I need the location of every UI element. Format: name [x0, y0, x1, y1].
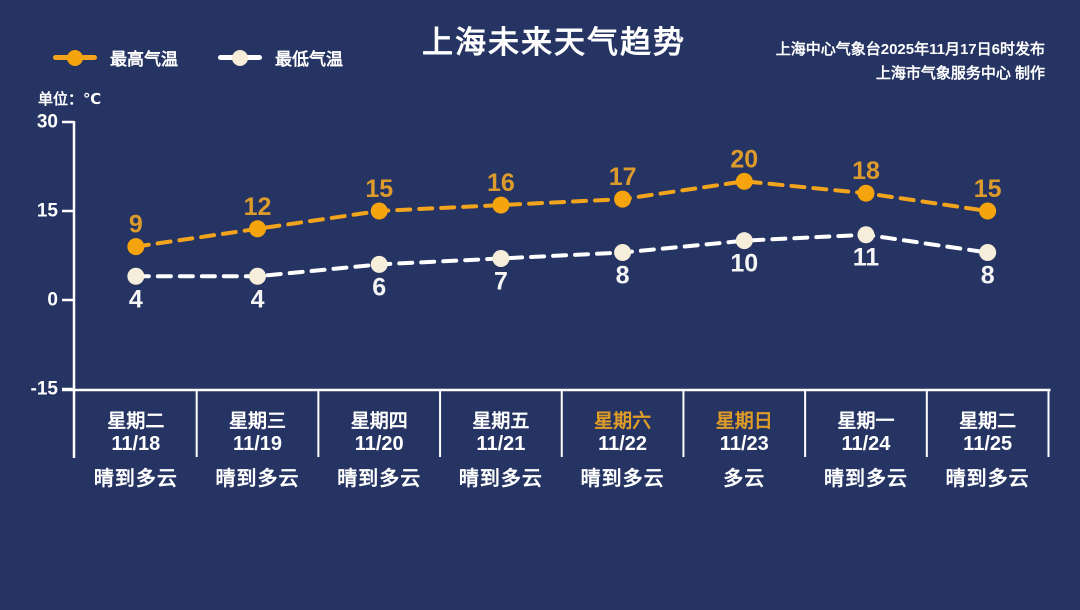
- day-column: 星期三 11/19 晴到多云: [197, 406, 319, 490]
- day-column: 星期二 11/25 晴到多云: [927, 406, 1049, 490]
- low-temp-marker: [370, 255, 388, 273]
- high-temp-marker: [492, 196, 510, 214]
- day-weekday-label: 星期二: [107, 411, 165, 432]
- unit-label: 单位：℃: [38, 91, 102, 108]
- day-date-label: 11/18: [111, 433, 161, 455]
- day-weather-label: 晴到多云: [93, 468, 178, 490]
- low-temp-marker-icon: [232, 49, 248, 66]
- day-column: 星期一 11/24 晴到多云: [805, 406, 927, 490]
- page-title: 上海未来天气趋势: [422, 25, 686, 60]
- day-date-label: 11/25: [963, 433, 1013, 455]
- high-temp-marker: [249, 220, 267, 238]
- low-temp-value: 4: [129, 285, 143, 313]
- day-column: 星期日 11/23 多云: [683, 406, 805, 490]
- day-weather-label: 多云: [723, 468, 766, 490]
- day-date-label: 11/20: [354, 433, 404, 455]
- publisher-info: 上海中心气象台2025年11月17日6时发布 上海市气象服务中心 制作: [776, 38, 1045, 86]
- day-date-label: 11/24: [841, 433, 891, 455]
- high-temp-value: 16: [487, 169, 515, 197]
- high-temp-value: 20: [730, 145, 758, 173]
- day-weather-label: 晴到多云: [823, 468, 908, 490]
- high-temp-marker: [857, 184, 875, 202]
- low-temp-value: 7: [494, 267, 508, 295]
- low-temp-value: 11: [853, 244, 880, 272]
- publisher-line2: 上海市气象服务中心 制作: [875, 65, 1045, 82]
- low-temp-marker: [127, 267, 145, 285]
- high-temp-value: 9: [129, 211, 143, 239]
- day-weekday-label: 星期四: [350, 411, 408, 432]
- day-weather-label: 晴到多云: [337, 468, 422, 490]
- low-temp-value: 10: [730, 250, 758, 278]
- high-temp-marker: [370, 202, 388, 220]
- low-temp-value: 6: [372, 273, 386, 301]
- high-temp-value: 12: [244, 193, 272, 221]
- low-temp-value: 4: [251, 285, 265, 313]
- legend-label-high: 最高气温: [110, 50, 178, 69]
- day-weekday-label: 星期一: [837, 411, 895, 432]
- high-temp-value: 18: [852, 157, 880, 185]
- day-weather-label: 晴到多云: [458, 468, 543, 490]
- day-weekday-label: 星期三: [229, 411, 287, 432]
- y-tick-label: 15: [37, 201, 59, 222]
- low-temp-marker: [857, 226, 875, 244]
- day-column: 星期五 11/21 晴到多云: [440, 406, 562, 490]
- legend-item-high: 最高气温: [53, 45, 178, 70]
- day-column: 星期四 11/20 晴到多云: [318, 406, 440, 490]
- low-temp-marker: [979, 244, 997, 262]
- day-weekday-label: 星期日: [715, 411, 773, 432]
- low-temp-marker: [492, 249, 510, 267]
- day-weather-label: 晴到多云: [215, 468, 300, 490]
- day-date-label: 11/23: [719, 433, 769, 455]
- legend-label-low: 最低气温: [275, 50, 343, 69]
- high-temp-marker-icon: [67, 49, 83, 66]
- low-temp-marker: [614, 244, 632, 262]
- day-weekday-label: 星期二: [959, 411, 1017, 432]
- low-temp-value: 8: [981, 262, 995, 290]
- day-column: 星期六 11/22 晴到多云: [562, 406, 684, 490]
- low-temp-line-swatch: [218, 49, 262, 66]
- y-tick-label: -15: [31, 379, 59, 400]
- low-temp-line: [133, 232, 990, 279]
- day-weekday-label: 星期五: [472, 411, 530, 432]
- y-tick-label: 30: [37, 112, 58, 133]
- low-temp-marker: [735, 232, 753, 250]
- legend-item-low: 最低气温: [218, 45, 343, 70]
- day-date-label: 11/21: [476, 433, 526, 455]
- high-temp-marker: [979, 202, 997, 220]
- day-date-label: 11/22: [598, 433, 648, 455]
- day-weather-label: 晴到多云: [945, 468, 1030, 490]
- high-temp-line: [133, 179, 990, 249]
- day-column: 星期二 11/18 晴到多云: [75, 406, 197, 490]
- high-temp-marker: [735, 172, 753, 190]
- legend: 最高气温 最低气温: [53, 45, 343, 70]
- low-temp-marker: [249, 267, 267, 285]
- high-temp-value: 17: [609, 163, 637, 191]
- high-temp-marker: [614, 190, 632, 208]
- day-weekday-label: 星期六: [594, 411, 652, 432]
- high-temp-line-swatch: [53, 49, 97, 66]
- low-temp-value: 8: [616, 262, 630, 290]
- publisher-line1: 上海中心气象台2025年11月17日6时发布: [775, 41, 1045, 58]
- day-weather-label: 晴到多云: [580, 468, 665, 490]
- high-temp-value: 15: [974, 175, 1002, 203]
- high-temp-marker: [127, 238, 145, 256]
- high-temp-value: 15: [365, 175, 393, 203]
- day-date-label: 11/19: [233, 433, 282, 455]
- y-tick-label: 0: [47, 290, 58, 311]
